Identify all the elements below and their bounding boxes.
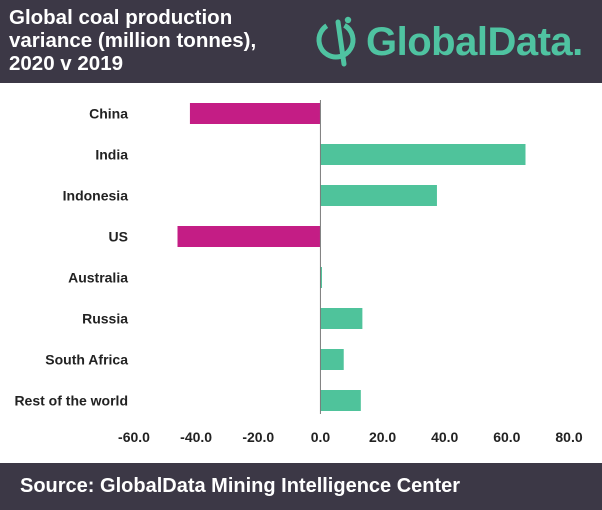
category-label: Rest of the world — [14, 393, 128, 409]
category-label: Indonesia — [63, 188, 129, 204]
globaldata-logo: GlobalData. — [312, 12, 597, 72]
bar-indonesia — [320, 185, 437, 206]
title-line-2: variance (million tonnes), — [9, 29, 257, 52]
bar-russia — [320, 308, 363, 329]
title-line-1: Global coal production — [9, 6, 233, 29]
globaldata-logo-icon — [316, 16, 356, 67]
category-label: South Africa — [45, 352, 128, 368]
x-tick-label: 20.0 — [369, 429, 396, 445]
category-label: China — [89, 106, 128, 122]
bar-china — [189, 103, 321, 124]
brand-name: GlobalData. — [366, 20, 583, 64]
bar-chart: China India Indonesia US Australia Russia Sout… — [14, 100, 583, 445]
bar-rest-of-the-world — [320, 390, 361, 411]
x-tick-label: -20.0 — [242, 429, 274, 445]
bar-us — [177, 226, 321, 247]
bar-india — [320, 144, 526, 165]
header-banner: Global coal production variance (million… — [0, 0, 602, 83]
chart-area: China India Indonesia US Australia Russia Sout… — [0, 83, 602, 463]
bar-south-africa — [320, 349, 344, 370]
title-line-3: 2020 v 2019 — [9, 52, 124, 75]
source-note: Source: GlobalData Mining Intelligence C… — [20, 475, 461, 497]
x-tick-label: 60.0 — [493, 429, 520, 445]
category-label: Australia — [68, 270, 128, 286]
x-tick-label: 0.0 — [311, 429, 331, 445]
x-tick-label: -40.0 — [180, 429, 212, 445]
chart-title: Global coal production variance (million… — [9, 6, 309, 75]
category-label: Russia — [82, 311, 128, 327]
x-tick-label: 80.0 — [555, 429, 582, 445]
bar-australia — [320, 267, 322, 288]
x-tick-label: -60.0 — [118, 429, 150, 445]
category-label: US — [109, 229, 128, 245]
category-label: India — [95, 147, 128, 163]
x-tick-label: 40.0 — [431, 429, 458, 445]
footer-banner: Source: GlobalData Mining Intelligence C… — [0, 463, 602, 510]
